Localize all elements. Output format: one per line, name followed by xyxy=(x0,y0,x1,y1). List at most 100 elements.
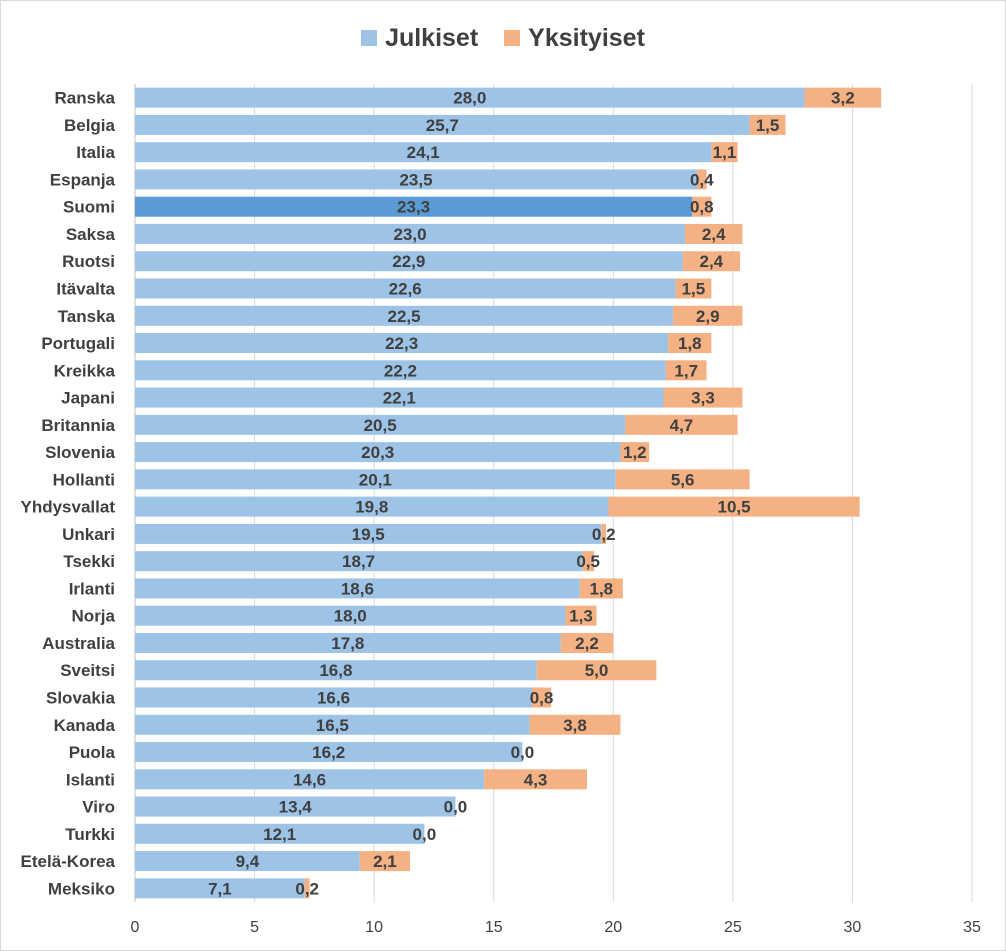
category-label: Britannia xyxy=(41,416,115,435)
bar-julkiset xyxy=(135,660,537,681)
category-label: Irlanti xyxy=(69,579,115,598)
category-label: Kanada xyxy=(54,716,116,735)
bar-yksityiset xyxy=(711,142,738,163)
data-label-yksityiset: 1,1 xyxy=(713,143,737,162)
data-label-julkiset: 24,1 xyxy=(407,143,440,162)
data-label-julkiset: 14,6 xyxy=(293,770,326,789)
data-label-yksityiset: 4,3 xyxy=(524,770,548,789)
category-label: Slovakia xyxy=(46,689,116,708)
bar-yksityiset xyxy=(696,169,707,190)
bar-julkiset xyxy=(135,142,712,163)
bar-julkiset xyxy=(135,578,580,599)
data-label-yksityiset: 2,1 xyxy=(373,852,397,871)
bar-yksityiset xyxy=(685,223,743,244)
legend-swatch-julkiset xyxy=(361,30,378,46)
data-label-julkiset: 22,5 xyxy=(387,307,420,326)
bar-yksityiset xyxy=(665,360,707,381)
bar-julkiset xyxy=(135,414,626,435)
data-label-julkiset: 22,3 xyxy=(385,334,418,353)
x-tick-label: 20 xyxy=(604,919,622,936)
bar-julkiset xyxy=(135,496,609,517)
data-label-yksityiset: 3,8 xyxy=(563,716,587,735)
data-label-julkiset: 13,4 xyxy=(279,798,313,817)
data-label-julkiset: 18,7 xyxy=(342,552,375,571)
bar-julkiset xyxy=(135,742,523,763)
data-label-julkiset: 19,8 xyxy=(355,498,388,517)
category-label: Etelä-Korea xyxy=(21,852,116,871)
data-label-julkiset: 22,1 xyxy=(383,389,416,408)
bar-yksityiset xyxy=(692,196,712,217)
bar-julkiset xyxy=(135,251,683,272)
bar-yksityiset xyxy=(484,769,587,790)
bar-yksityiset xyxy=(625,414,738,435)
data-label-julkiset: 23,0 xyxy=(393,225,426,244)
data-label-julkiset: 23,5 xyxy=(399,170,432,189)
bar-julkiset xyxy=(135,442,621,463)
data-label-julkiset: 18,0 xyxy=(334,607,367,626)
data-label-julkiset: 17,8 xyxy=(331,634,364,653)
data-label-yksityiset: 0,2 xyxy=(295,879,319,898)
bar-julkiset xyxy=(135,714,530,735)
data-label-yksityiset: 1,2 xyxy=(623,443,647,462)
category-label: Italia xyxy=(76,143,115,162)
bar-yksityiset xyxy=(675,278,712,299)
bar-julkiset xyxy=(135,114,750,135)
category-label: Hollanti xyxy=(53,470,115,489)
legend: Julkiset Yksityiset xyxy=(0,20,1006,56)
data-label-yksityiset: 0,4 xyxy=(690,170,714,189)
bar-yksityiset xyxy=(565,605,597,626)
x-tick-label: 0 xyxy=(131,919,140,936)
bar-yksityiset xyxy=(531,687,552,708)
bar-yksityiset xyxy=(668,333,712,354)
data-label-julkiset: 16,2 xyxy=(312,743,345,762)
category-label: Kreikka xyxy=(54,361,116,380)
data-label-yksityiset: 0,0 xyxy=(511,743,535,762)
data-label-yksityiset: 2,9 xyxy=(696,307,720,326)
category-label: Unkari xyxy=(62,525,115,544)
bar-yksityiset xyxy=(304,878,310,899)
x-tick-label: 30 xyxy=(844,919,862,936)
category-label: Turkki xyxy=(65,825,115,844)
category-label: Slovenia xyxy=(45,443,115,462)
data-label-julkiset: 22,6 xyxy=(389,280,422,299)
data-label-yksityiset: 0,5 xyxy=(576,552,600,571)
data-label-yksityiset: 3,3 xyxy=(691,389,715,408)
category-label: Saksa xyxy=(66,225,116,244)
bar-julkiset xyxy=(135,278,676,299)
bar-yksityiset xyxy=(804,87,882,108)
data-label-julkiset: 23,3 xyxy=(397,198,430,217)
category-label: Tsekki xyxy=(63,552,115,571)
data-label-julkiset: 16,8 xyxy=(319,661,352,680)
category-label: Sveitsi xyxy=(60,661,115,680)
data-label-yksityiset: 10,5 xyxy=(718,498,751,517)
data-label-yksityiset: 0,0 xyxy=(444,798,468,817)
bar-julkiset xyxy=(135,769,485,790)
data-label-julkiset: 16,6 xyxy=(317,689,350,708)
data-label-yksityiset: 0,8 xyxy=(530,689,554,708)
x-tick-label: 35 xyxy=(963,919,981,936)
data-label-yksityiset: 0,8 xyxy=(690,198,714,217)
data-label-yksityiset: 2,2 xyxy=(575,634,599,653)
data-label-julkiset: 9,4 xyxy=(236,852,260,871)
category-label: Puola xyxy=(69,743,116,762)
x-tick-label: 10 xyxy=(365,919,383,936)
data-label-julkiset: 19,5 xyxy=(352,525,385,544)
category-label: Portugali xyxy=(41,334,115,353)
category-label: Yhdysvallat xyxy=(21,498,116,517)
bar-julkiset xyxy=(135,196,693,217)
bar-julkiset xyxy=(135,333,669,354)
data-label-yksityiset: 1,5 xyxy=(682,280,706,299)
data-label-yksityiset: 2,4 xyxy=(700,252,724,271)
bar-yksityiset xyxy=(682,251,741,272)
bar-julkiset xyxy=(135,523,602,544)
bar-yksityiset xyxy=(749,114,786,135)
legend-item-julkiset: Julkiset xyxy=(361,24,478,53)
data-label-yksityiset: 2,4 xyxy=(702,225,726,244)
data-label-yksityiset: 1,8 xyxy=(590,579,614,598)
bar-yksityiset xyxy=(608,496,860,517)
data-label-julkiset: 25,7 xyxy=(426,116,459,135)
data-label-julkiset: 7,1 xyxy=(208,879,232,898)
data-label-julkiset: 22,2 xyxy=(384,361,417,380)
data-label-julkiset: 18,6 xyxy=(341,579,374,598)
data-label-yksityiset: 1,3 xyxy=(569,607,593,626)
